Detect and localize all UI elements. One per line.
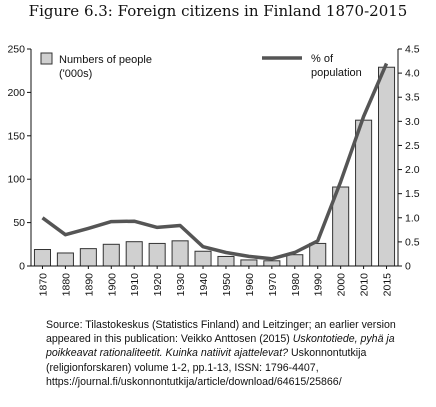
line-series — [41, 62, 389, 261]
x-tick-label-1890: 1890 — [83, 273, 95, 297]
source-text-2: Uskonnontutkija (religionforskaren) volu… — [46, 347, 367, 388]
x-tick-label-1960: 1960 — [244, 273, 256, 297]
right-tick-label: 3.0 — [405, 116, 420, 128]
x-tick-label-1970: 1970 — [267, 273, 279, 297]
right-tick-label: 4.0 — [405, 68, 420, 80]
bar-1930 — [171, 240, 189, 267]
bar-1890 — [79, 248, 97, 267]
x-tick-label-2010: 2010 — [359, 273, 371, 297]
x-tick-label-1950: 1950 — [221, 273, 233, 297]
bar-1940 — [194, 250, 212, 267]
left-tick-label: 150 — [7, 130, 25, 142]
bar-1880 — [56, 252, 74, 267]
x-tick-label-1910: 1910 — [129, 273, 141, 297]
x-tick-label-2015: 2015 — [382, 273, 394, 297]
bar-1920 — [148, 242, 166, 267]
legend-line-label-line1: % of — [311, 53, 334, 65]
chart-area: 0 50 100 150 200 250 0 0.5 1.0 1.5 2.0 2.5 3.0 3.5 4.… — [7, 44, 420, 297]
right-axis-ticks: 0 0.5 1.0 1.5 2.0 2.5 3.0 3.5 4.0 4.5 — [398, 44, 420, 273]
left-tick-label: 250 — [7, 44, 25, 56]
bar-1980 — [286, 254, 304, 267]
right-tick-label: 2.5 — [405, 140, 420, 152]
right-tick-label: 2.0 — [405, 164, 420, 176]
left-axis-ticks: 0 50 100 150 200 250 — [7, 44, 31, 273]
right-tick-label: 1.5 — [405, 188, 420, 200]
left-tick-label: 50 — [13, 217, 25, 229]
bar-series — [33, 66, 396, 267]
x-tick-label-1980: 1980 — [290, 273, 302, 297]
bar-1970 — [263, 260, 281, 267]
x-axis-ticks: 1870 1880 1890 1900 1910 1920 1930 1940 1950 1960… — [37, 266, 394, 297]
legend-bar-label-line1: Numbers of people — [59, 54, 152, 66]
right-tick-label: 0.5 — [405, 236, 420, 248]
legend: Numbers of people ('000s) % of populatio… — [40, 52, 362, 80]
chart-title: Figure 6.3: Foreign citizens in Finland … — [28, 2, 408, 20]
x-tick-label-2000: 2000 — [336, 273, 348, 297]
bar-1900 — [102, 243, 120, 267]
legend-line-label-line2: population — [311, 67, 362, 79]
x-tick-label-1930: 1930 — [175, 273, 187, 297]
axes — [30, 49, 399, 267]
left-tick-label: 100 — [7, 174, 25, 186]
left-tick-label: 0 — [19, 261, 25, 273]
x-tick-label-1870: 1870 — [37, 273, 49, 297]
bar-2010 — [355, 119, 373, 267]
line-percent-of-population — [41, 62, 389, 261]
x-tick-label-1940: 1940 — [198, 273, 210, 297]
x-tick-label-1900: 1900 — [106, 273, 118, 297]
legend-bar-swatch — [40, 52, 53, 65]
bar-1960 — [240, 259, 258, 267]
source-text-1: Source: Tilastokeskus (Statistics Finlan… — [46, 319, 396, 346]
bar-1950 — [217, 255, 235, 267]
legend-bar-label-line2: ('000s) — [59, 68, 92, 80]
source-title-italic: Uskontotiede, pyhä ja poikkeavat rationa… — [46, 333, 395, 360]
x-tick-label-1990: 1990 — [313, 273, 325, 297]
bar-1910 — [125, 241, 143, 267]
bar-2015 — [378, 66, 396, 267]
left-tick-label: 200 — [7, 87, 25, 99]
source-note: Source: Tilastokeskus (Statistics Finlan… — [46, 318, 432, 389]
bar-1870 — [33, 249, 51, 267]
right-tick-label: 0 — [405, 261, 411, 273]
right-tick-label: 1.0 — [405, 212, 420, 224]
bar-1990 — [309, 242, 327, 267]
x-tick-label-1920: 1920 — [152, 273, 164, 297]
x-tick-label-1880: 1880 — [60, 273, 72, 297]
right-tick-label: 4.5 — [405, 44, 420, 56]
right-tick-label: 3.5 — [405, 92, 420, 104]
